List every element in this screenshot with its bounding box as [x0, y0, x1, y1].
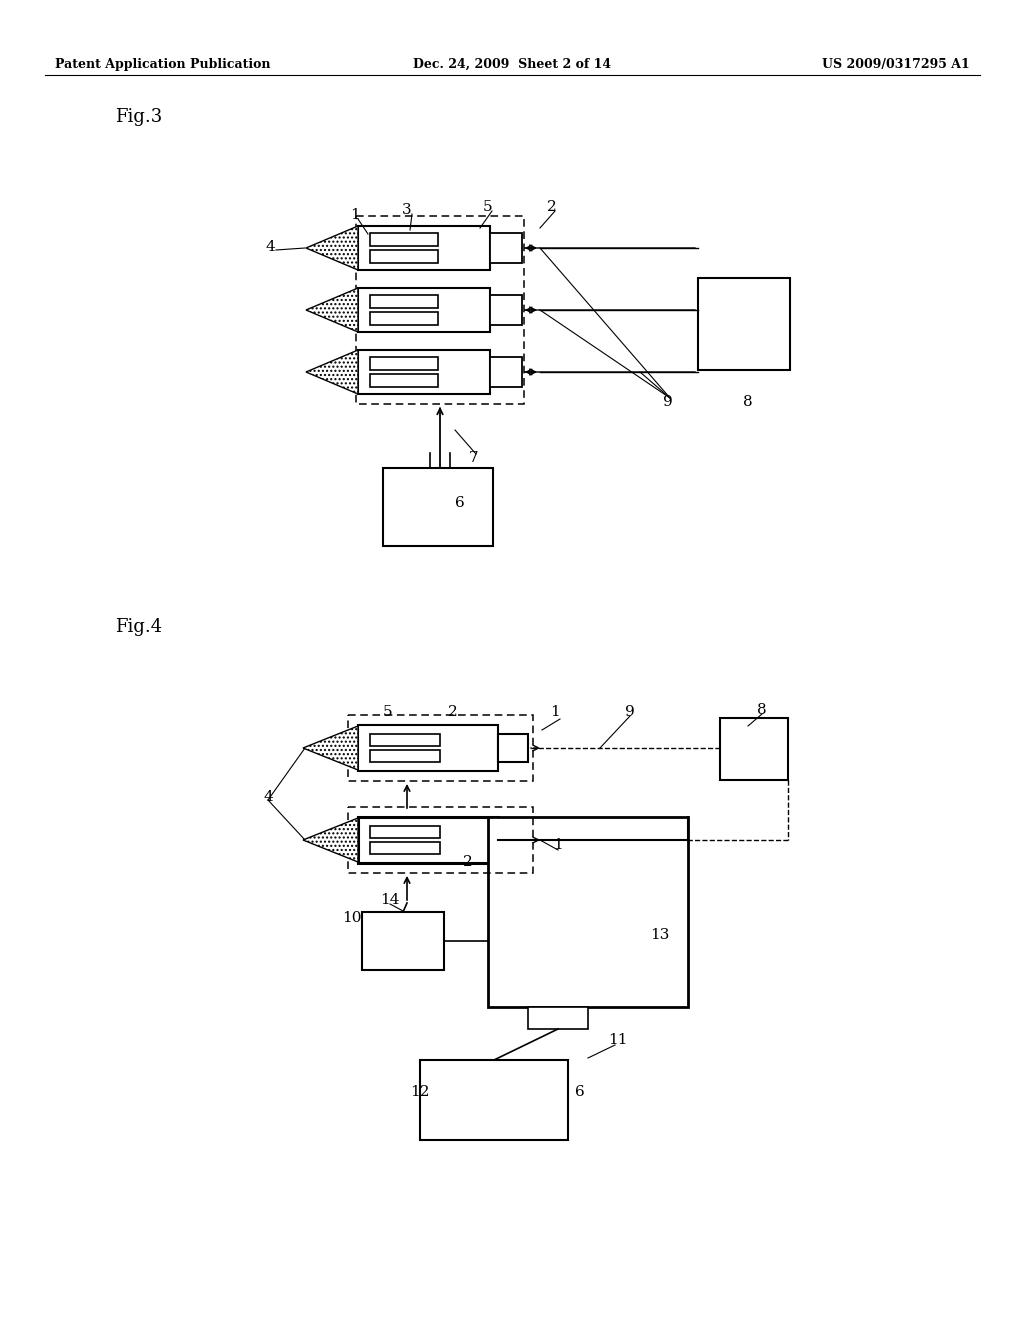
Text: 9: 9 — [625, 705, 635, 719]
Bar — [370, 734, 440, 746]
Text: 11: 11 — [608, 1034, 628, 1047]
Text: 8: 8 — [757, 704, 767, 717]
Text: 13: 13 — [650, 928, 670, 942]
Bar — [358, 288, 490, 333]
Bar — [370, 234, 438, 246]
Polygon shape — [303, 818, 358, 862]
Polygon shape — [303, 726, 358, 770]
Polygon shape — [306, 350, 358, 393]
Text: 1: 1 — [550, 705, 560, 719]
Text: 14: 14 — [380, 894, 399, 907]
Text: Patent Application Publication: Patent Application Publication — [55, 58, 270, 71]
Bar — [370, 312, 438, 325]
Bar — [490, 234, 522, 263]
Bar — [498, 826, 528, 854]
Polygon shape — [306, 226, 358, 271]
Bar — [383, 469, 493, 546]
Text: 5: 5 — [483, 201, 493, 214]
Text: 2: 2 — [463, 855, 473, 869]
Polygon shape — [306, 288, 358, 333]
Text: 10: 10 — [342, 911, 361, 925]
Bar — [698, 279, 790, 370]
Bar — [358, 725, 498, 771]
Text: Dec. 24, 2009  Sheet 2 of 14: Dec. 24, 2009 Sheet 2 of 14 — [413, 58, 611, 71]
Bar — [370, 750, 440, 762]
Text: 1: 1 — [350, 209, 359, 222]
Text: 3: 3 — [402, 203, 412, 216]
Bar — [358, 350, 490, 393]
Text: Fig.4: Fig.4 — [115, 618, 162, 636]
Bar — [358, 226, 490, 271]
Bar — [356, 216, 524, 404]
Text: 6: 6 — [575, 1085, 585, 1100]
Text: 9: 9 — [664, 395, 673, 409]
Text: 1: 1 — [553, 838, 563, 851]
Bar — [358, 817, 498, 863]
Bar — [488, 817, 688, 1007]
Bar — [370, 249, 438, 263]
Bar — [370, 826, 440, 838]
Text: 5: 5 — [347, 843, 356, 857]
Text: 6: 6 — [455, 496, 465, 510]
Text: 7: 7 — [469, 451, 479, 465]
Bar — [490, 294, 522, 325]
Text: Fig.3: Fig.3 — [115, 108, 162, 125]
Text: 2: 2 — [449, 705, 458, 719]
Text: 2: 2 — [547, 201, 557, 214]
Text: 8: 8 — [743, 395, 753, 409]
Bar — [498, 734, 528, 762]
Text: 4: 4 — [265, 240, 274, 253]
Bar — [362, 912, 444, 970]
Bar — [720, 718, 788, 780]
Text: 4: 4 — [263, 789, 272, 804]
Bar — [370, 294, 438, 308]
Text: 12: 12 — [411, 1085, 430, 1100]
Bar — [370, 356, 438, 370]
Text: 5: 5 — [383, 705, 393, 719]
Bar — [370, 374, 438, 387]
Bar — [348, 715, 534, 781]
Bar — [490, 356, 522, 387]
Bar — [528, 1007, 588, 1030]
Text: US 2009/0317295 A1: US 2009/0317295 A1 — [822, 58, 970, 71]
Bar — [420, 1060, 568, 1140]
Bar — [348, 807, 534, 873]
Bar — [370, 842, 440, 854]
